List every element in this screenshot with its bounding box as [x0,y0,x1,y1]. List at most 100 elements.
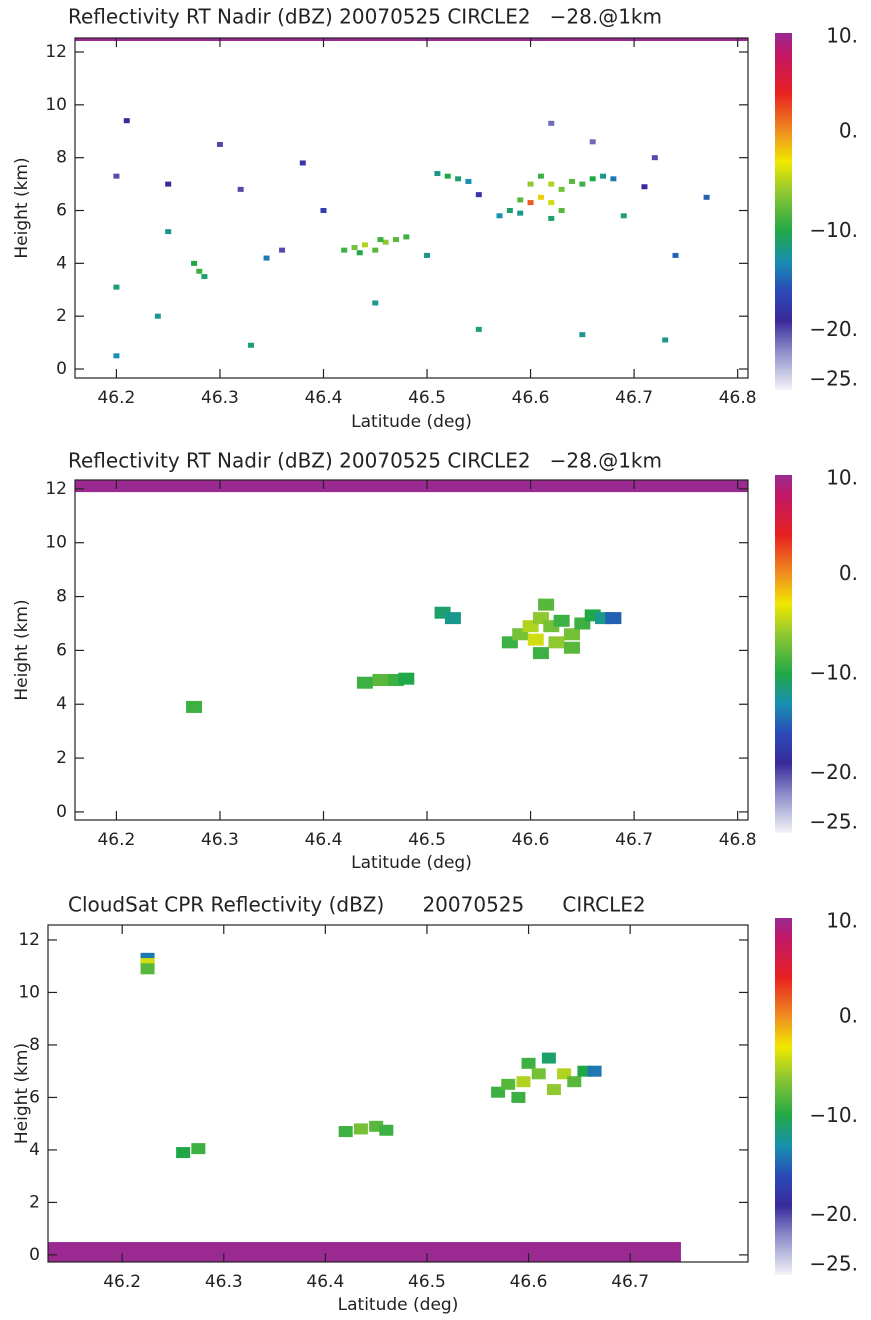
colorbar [775,918,792,1275]
reflectivity-cell [186,700,203,713]
reflectivity-cell [475,326,482,332]
reflectivity-cell [372,300,379,306]
x-tick-label: 46.2 [97,388,135,408]
reflectivity-cell [558,186,565,192]
colorbar [775,33,792,390]
reflectivity-cell [113,173,120,179]
x-tick-label: 46.2 [97,830,135,850]
reflectivity-cell [196,268,203,274]
y-tick-label: 10 [45,95,67,115]
reflectivity-cell [506,208,513,214]
plot-frame [74,37,749,379]
reflectivity-cell [587,1065,602,1077]
reflectivity-cell [605,612,622,625]
reflectivity-cell [165,229,172,235]
reflectivity-cell [517,210,524,216]
reflectivity-cell [703,194,710,200]
colorbar [775,475,792,833]
plot-frame [74,479,749,821]
y-tick-label: 6 [29,1087,40,1107]
reflectivity-cell [361,242,368,248]
y-tick-label: 2 [29,1192,40,1212]
chart-title: Reflectivity RT Nadir (dBZ) 20070525 CIR… [68,449,662,473]
x-tick-label: 46.8 [719,830,757,850]
reflectivity-cell [392,237,399,243]
y-tick-label: 4 [29,1140,40,1160]
reflectivity-cell [113,284,120,290]
y-tick-label: 2 [56,748,67,768]
colorbar-tick-label: 0. [839,1004,858,1028]
reflectivity-cell [403,234,410,240]
reflectivity-cell [191,1143,206,1155]
reflectivity-cell [237,186,244,192]
x-tick-label: 46.6 [512,830,550,850]
y-tick-label: 6 [56,201,67,221]
reflectivity-cell [521,1057,536,1069]
reflectivity-cell [501,1078,516,1090]
x-tick-label: 46.5 [408,830,446,850]
reflectivity-cell [567,1076,582,1088]
reflectivity-cell [165,181,172,187]
reflectivity-cell [589,176,596,182]
x-axis-label: Latitude (deg) [351,853,472,873]
y-tick-label: 2 [56,306,67,326]
colorbar-tick-label: 0. [839,561,858,585]
x-axis-label: Latitude (deg) [338,1295,459,1315]
reflectivity-cell [201,274,208,280]
reflectivity-cell [548,120,555,126]
reflectivity-cell [568,178,575,184]
reflectivity-cell [579,181,586,187]
reflectivity-cell [496,213,503,219]
reflectivity-cell [577,1065,592,1077]
x-tick-label: 46.6 [510,1272,548,1292]
reflectivity-cell [541,1052,556,1064]
band [75,480,748,493]
reflectivity-cell [248,342,255,348]
reflectivity-cell [434,171,441,177]
reflectivity-cell [537,173,544,179]
x-tick-label: 46.7 [615,388,653,408]
y-tick-label: 8 [29,1035,40,1055]
reflectivity-cell [444,612,461,625]
reflectivity-cell [589,139,596,145]
reflectivity-cell [511,1091,526,1103]
x-tick-label: 46.3 [201,830,239,850]
reflectivity-cell [351,244,358,250]
reflectivity-cell [338,1126,353,1138]
y-axis-label: Height (km) [12,599,32,700]
reflectivity-cell [353,1123,368,1135]
reflectivity-cell [516,1076,531,1088]
y-tick-label: 8 [56,148,67,168]
reflectivity-cell [641,184,648,190]
reflectivity-cell [154,313,161,319]
colorbar-tick-label: −20. [809,760,858,784]
reflectivity-cell [548,636,565,649]
band [75,38,748,41]
reflectivity-cell [548,200,555,206]
reflectivity-cell [299,160,306,166]
reflectivity-cell [123,118,130,124]
reflectivity-cell [398,672,415,685]
reflectivity-cell [579,332,586,338]
reflectivity-cell [465,178,472,184]
reflectivity-cell [475,192,482,198]
x-tick-label: 46.5 [408,388,446,408]
y-tick-label: 0 [29,1245,40,1265]
y-tick-label: 12 [45,479,67,499]
colorbar-tick-label: −10. [809,660,858,684]
x-tick-label: 46.3 [205,1272,243,1292]
reflectivity-cell [176,1147,191,1159]
x-tick-label: 46.4 [305,388,343,408]
reflectivity-cell [563,628,580,641]
colorbar-tick-label: −25. [809,1252,858,1276]
reflectivity-cell [320,208,327,214]
x-tick-label: 46.7 [611,1272,649,1292]
y-tick-label: 8 [56,587,67,607]
reflectivity-cell [531,1068,546,1080]
reflectivity-cell [263,255,270,261]
y-tick-label: 12 [45,42,67,62]
x-tick-label: 46.3 [201,388,239,408]
y-tick-label: 6 [56,640,67,660]
reflectivity-cell [369,1120,384,1132]
